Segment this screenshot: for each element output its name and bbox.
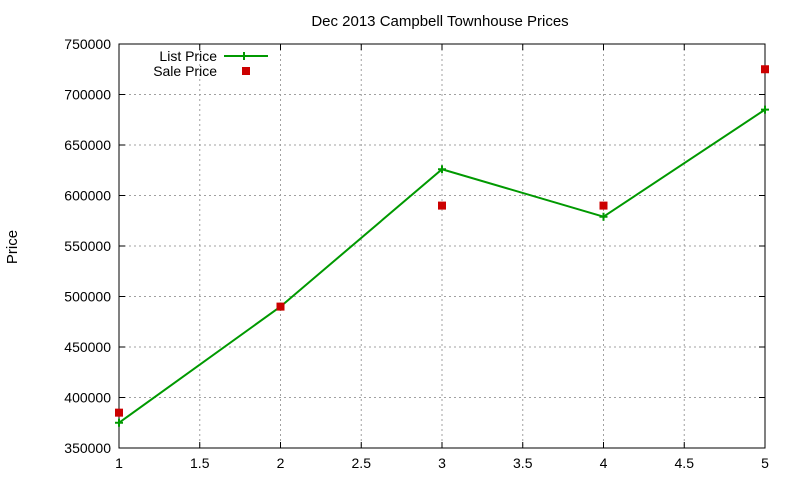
sale-price-point: [599, 201, 608, 210]
x-tick-label: 3.5: [513, 455, 533, 471]
y-tick-label: 500000: [64, 289, 111, 305]
plot-area-border: [118, 43, 766, 449]
sale-price-point: [276, 302, 285, 311]
y-tick-label: 600000: [64, 188, 111, 204]
chart-legend: List Price Sale Price: [153, 48, 268, 79]
legend-marker-list-price: [240, 52, 248, 60]
legend-label-list-price: List Price: [159, 48, 217, 64]
list-price-point: [599, 212, 608, 221]
y-tick-label: 350000: [64, 440, 111, 456]
sale-price-point: [115, 408, 123, 417]
x-tick-label: 1.5: [190, 455, 210, 471]
x-tick-label: 5: [761, 455, 769, 471]
legend-marker-sale-price: [242, 67, 250, 75]
legend-label-sale-price: Sale Price: [153, 63, 217, 79]
y-tick-label: 650000: [64, 137, 111, 153]
x-tick-label: 3: [438, 455, 446, 471]
sale-price-point: [761, 65, 769, 74]
x-tick-label: 4.5: [675, 455, 695, 471]
x-tick-label: 1: [115, 455, 123, 471]
y-tick-label: 550000: [64, 238, 111, 254]
y-tick-label: 400000: [64, 390, 111, 406]
chart-title: Dec 2013 Campbell Townhouse Prices: [311, 13, 568, 30]
y-axis-tick-labels: 350000 400000 450000 500000 550000 600000 6500…: [64, 36, 111, 456]
sale-price-point: [438, 201, 446, 210]
list-price-point: [115, 418, 123, 427]
grid-lines: [119, 44, 765, 448]
data-series: [115, 65, 769, 427]
y-tick-label: 700000: [64, 87, 111, 103]
list-price-point: [761, 105, 769, 114]
list-price-point: [438, 165, 446, 174]
y-tick-label: 450000: [64, 339, 111, 355]
x-tick-label: 2.5: [352, 455, 372, 471]
x-tick-label: 4: [600, 455, 608, 471]
x-axis-tick-labels: 1 1.5 2 2.5 3 3.5 4 4.5 5: [115, 455, 769, 471]
x-tick-label: 2: [277, 455, 285, 471]
y-axis-label: Price: [4, 230, 21, 264]
y-tick-label: 750000: [64, 36, 111, 52]
